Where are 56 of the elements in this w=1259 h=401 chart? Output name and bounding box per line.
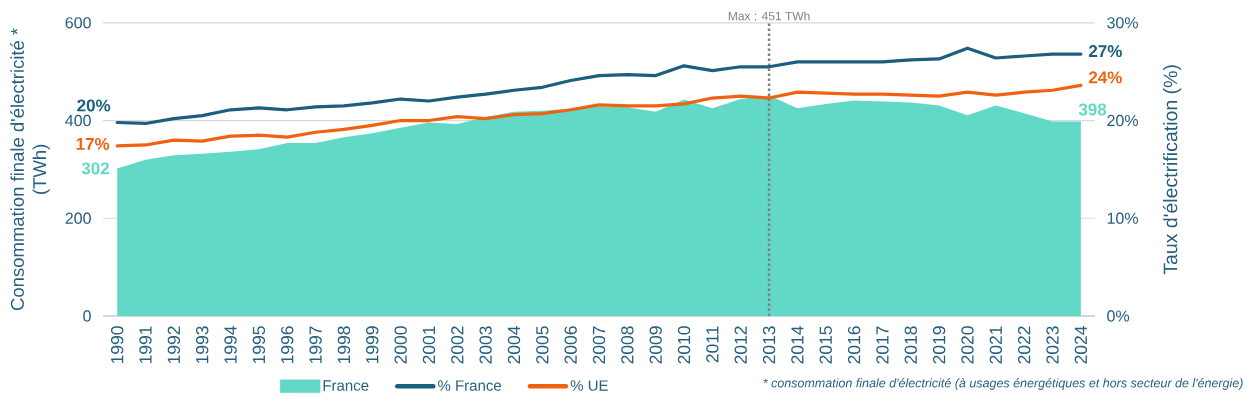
x-tick-label: 2017 — [876, 326, 889, 364]
x-tick-label: 2014 — [791, 326, 804, 364]
x-tick-label: 1996 — [281, 326, 294, 364]
x-tick-label: 2011 — [706, 326, 719, 363]
x-tick-label: 2006 — [564, 326, 577, 364]
legend-label: France — [323, 380, 369, 391]
x-tick-label: 2015 — [819, 326, 832, 364]
y2-tick-label: 30% — [1107, 17, 1138, 29]
text: * consommation finale d'électricité (à usages énergétiques et hors secteur de l'énergie) — [763, 378, 1243, 390]
x-tick-label: 1998 — [337, 326, 351, 364]
y-axis-title: Consommation finale d'électricité * (TWh) — [10, 28, 50, 311]
y2-tick-label: 0% — [1107, 310, 1130, 322]
x-tick-label: 1994 — [224, 326, 237, 364]
x-tick-label: 2020 — [961, 326, 974, 364]
x-tick-label: 2004 — [507, 326, 521, 364]
x-tick-label: 1993 — [196, 326, 209, 364]
data-label: 398 — [1078, 103, 1107, 116]
x-tick-label: 2007 — [592, 326, 606, 364]
x-tick-label: 1995 — [252, 326, 266, 364]
y-tick-label: 200 — [65, 212, 91, 224]
x-tick-label: 2021 — [989, 326, 1003, 364]
x-tick-label: 2018 — [904, 326, 917, 364]
x-tick-label: 1991 — [139, 326, 152, 364]
y2-axis-title: Taux d'électrification (%) — [1162, 65, 1182, 275]
x-tick-label: 2009 — [649, 326, 662, 364]
x-tick-label: 2012 — [734, 326, 747, 364]
x-tick-label: 1997 — [309, 326, 322, 364]
y-tick-label: 400 — [65, 114, 91, 127]
x-tick-label: 2000 — [394, 326, 407, 364]
x-tick-label: 2008 — [621, 326, 634, 364]
x-tick-label: 2016 — [847, 326, 861, 364]
legend-label: % France — [438, 380, 502, 391]
x-tick-label: 2024 — [1074, 326, 1088, 364]
y2-tick-label: 10% — [1107, 212, 1138, 224]
x-tick-label: 2002 — [451, 326, 464, 364]
data-label: 302 — [81, 162, 109, 175]
y-tick-label: 600 — [65, 17, 91, 29]
x-tick-label: 2019 — [932, 326, 946, 364]
x-tick-label: 1992 — [167, 326, 181, 364]
x-tick-label: 2005 — [536, 326, 549, 364]
x-tick-label: 2023 — [1046, 326, 1059, 364]
x-tick-label: 2001 — [422, 326, 436, 364]
data-label: 27% — [1088, 45, 1122, 58]
x-tick-label: 1990 — [110, 326, 124, 364]
x-tick-label: 2022 — [1017, 326, 1031, 364]
y-tick-label: 0 — [83, 310, 91, 322]
x-tick-label: 2003 — [479, 326, 492, 364]
y2-tick-label: 20% — [1107, 114, 1138, 127]
x-tick-label: 2010 — [677, 326, 691, 364]
data-label: 24% — [1088, 71, 1122, 84]
x-tick-label: 2013 — [762, 326, 776, 364]
text: Max : 451 TWh — [728, 11, 810, 21]
x-tick-label: 1999 — [366, 326, 379, 364]
data-label: 20% — [77, 99, 111, 112]
data-label: 17% — [76, 137, 110, 150]
legend-label: % UE — [570, 380, 608, 391]
